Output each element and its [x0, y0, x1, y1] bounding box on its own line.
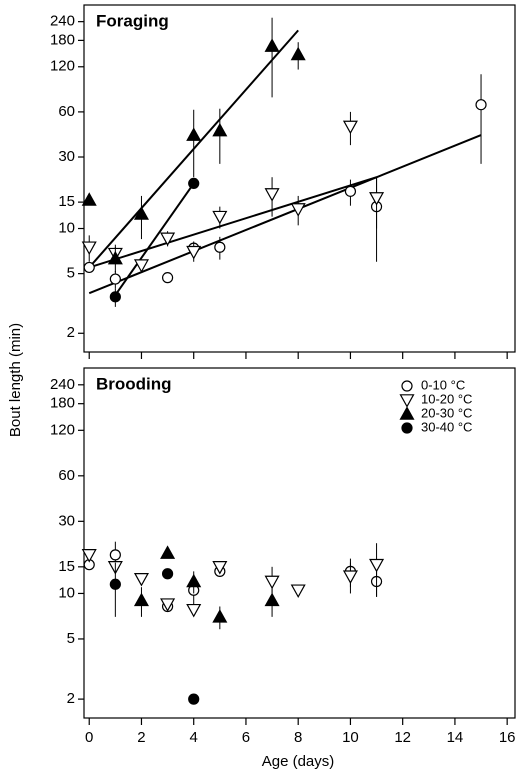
data-point — [109, 291, 121, 303]
data-point — [161, 568, 174, 580]
x-tick-label: 0 — [85, 729, 93, 746]
data-point — [342, 570, 358, 584]
data-point — [212, 561, 228, 575]
data-point — [160, 232, 176, 247]
panel-title: Brooding — [96, 374, 172, 393]
fit-line — [114, 182, 195, 296]
data-point — [475, 99, 487, 111]
legend-label: 0-10 °C — [421, 377, 465, 392]
legend-label: 30-40 °C — [421, 419, 472, 434]
data-point — [133, 592, 149, 607]
data-point — [161, 272, 174, 284]
legend-marker — [399, 406, 415, 420]
data-point — [160, 598, 176, 612]
y-tick-label: 240 — [50, 13, 75, 30]
x-tick-label: 6 — [242, 729, 250, 746]
data-point — [81, 549, 97, 563]
data-point — [133, 206, 149, 220]
y-axis-label: Bout length (min) — [7, 323, 24, 437]
y-tick-label: 2 — [67, 324, 75, 341]
data-point — [186, 573, 202, 588]
data-point — [186, 127, 202, 141]
data-point — [81, 192, 97, 206]
data-point — [214, 241, 226, 253]
data-point — [290, 46, 306, 61]
data-point — [264, 38, 280, 52]
data-point — [212, 210, 228, 225]
y-tick-label: 180 — [50, 395, 75, 412]
data-point — [344, 185, 357, 197]
data-point — [369, 192, 385, 206]
data-point — [81, 241, 97, 255]
data-point — [342, 120, 358, 135]
y-tick-label: 120 — [50, 421, 75, 438]
data-point — [133, 572, 149, 587]
x-tick-label: 8 — [294, 729, 302, 746]
x-tick-label: 16 — [499, 729, 516, 746]
x-tick-label: 4 — [190, 729, 198, 746]
data-point — [109, 549, 121, 561]
data-point — [369, 558, 385, 573]
data-point — [133, 259, 149, 273]
legend-marker — [401, 422, 413, 434]
x-tick-label: 2 — [137, 729, 145, 746]
y-tick-label: 30 — [58, 148, 75, 165]
data-point — [290, 584, 306, 598]
y-tick-label: 30 — [58, 512, 75, 529]
data-point — [160, 545, 176, 559]
y-tick-label: 120 — [50, 58, 75, 75]
legend-marker — [399, 394, 415, 408]
data-point — [186, 245, 202, 260]
x-tick-label: 14 — [447, 729, 464, 746]
y-tick-label: 60 — [58, 467, 75, 484]
data-point — [83, 261, 95, 274]
y-tick-label: 15 — [58, 193, 75, 210]
legend-label: 10-20 °C — [421, 391, 472, 406]
y-tick-label: 5 — [67, 630, 75, 647]
data-point — [107, 250, 123, 265]
plot-frame — [83, 4, 516, 353]
x-tick-label: 10 — [342, 729, 359, 746]
data-point — [290, 203, 306, 217]
y-tick-label: 240 — [50, 376, 75, 393]
data-point — [212, 609, 228, 623]
fit-line — [88, 176, 377, 269]
y-tick-label: 2 — [67, 690, 75, 707]
data-point — [188, 693, 200, 705]
data-point — [186, 603, 202, 618]
data-point — [264, 575, 280, 590]
y-tick-label: 10 — [58, 219, 75, 236]
y-tick-label: 60 — [58, 103, 75, 120]
data-point — [109, 273, 121, 285]
data-point — [212, 122, 228, 137]
plot-frame — [83, 367, 516, 719]
panel-title: Foraging — [96, 11, 169, 30]
y-tick-label: 15 — [58, 558, 75, 575]
y-tick-label: 5 — [67, 265, 75, 282]
data-point — [264, 592, 280, 607]
x-axis-label: Age (days) — [262, 753, 335, 770]
data-point — [109, 578, 121, 590]
fit-line — [88, 134, 482, 295]
data-point — [264, 188, 280, 202]
x-tick-label: 12 — [394, 729, 411, 746]
data-point — [188, 177, 200, 190]
y-tick-label: 10 — [58, 584, 75, 601]
legend-label: 20-30 °C — [421, 405, 472, 420]
y-tick-label: 180 — [50, 31, 75, 48]
legend-marker — [401, 380, 413, 392]
